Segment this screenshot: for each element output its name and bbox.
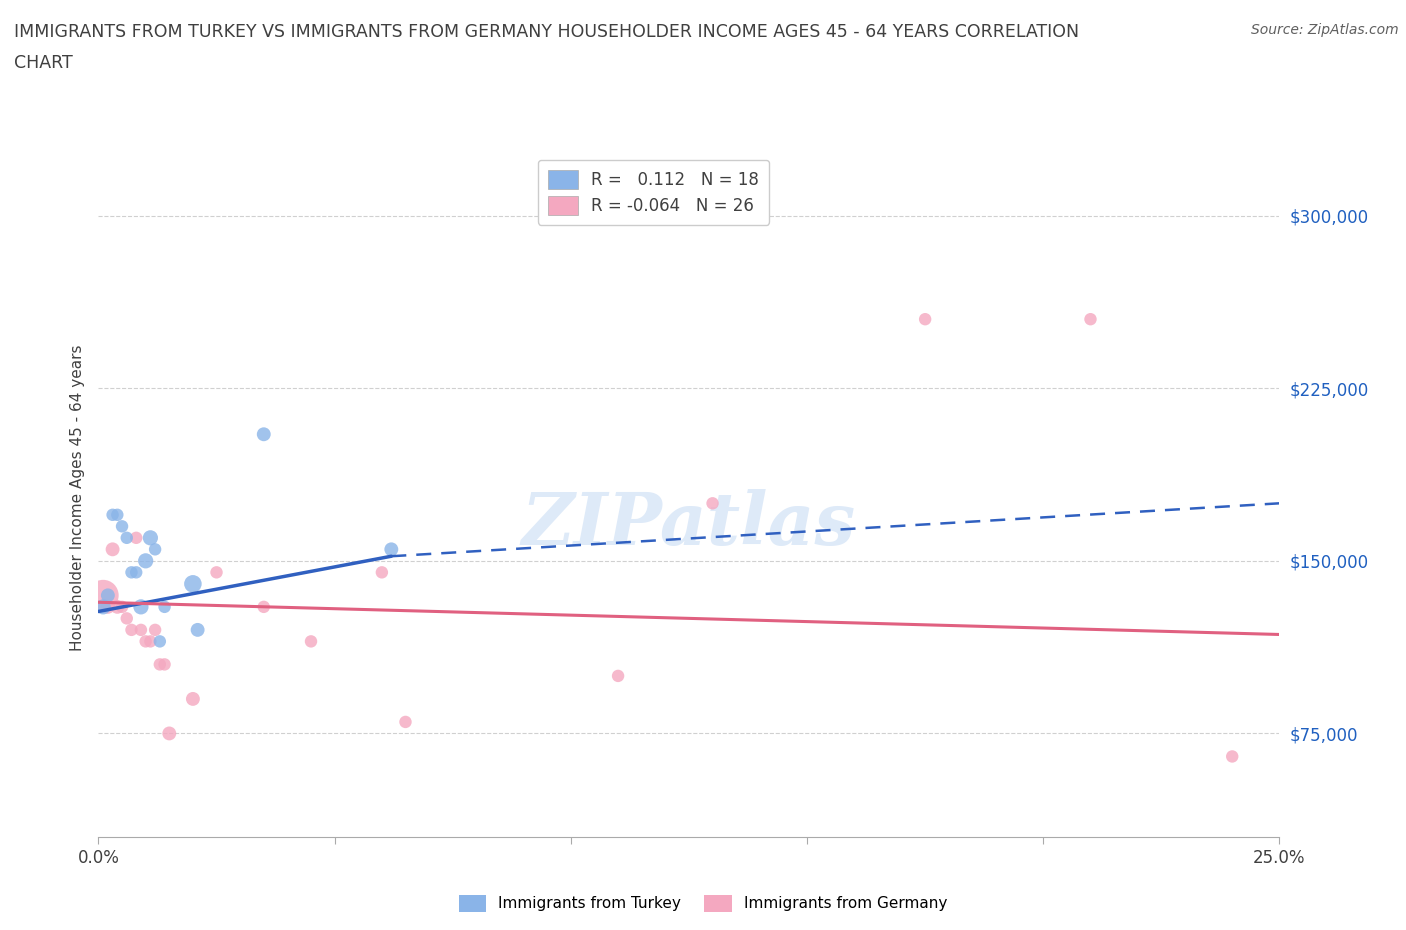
Point [143, 542, 166, 557]
Point [253, 427, 276, 442]
Point [111, 519, 134, 534]
Point [125, 530, 148, 545]
Point [181, 577, 204, 591]
Point [371, 565, 394, 579]
Text: Source: ZipAtlas.com: Source: ZipAtlas.com [1251, 23, 1399, 37]
Point [380, 542, 402, 557]
Legend: R =   0.112   N = 18, R = -0.064   N = 26: R = 0.112 N = 18, R = -0.064 N = 26 [538, 160, 769, 225]
Point [139, 530, 162, 545]
Point [135, 634, 157, 649]
Point [149, 634, 172, 649]
Point [607, 669, 630, 684]
Legend: Immigrants from Turkey, Immigrants from Germany: Immigrants from Turkey, Immigrants from … [453, 889, 953, 918]
Point [914, 312, 936, 326]
Point [129, 622, 152, 637]
Point [299, 634, 322, 649]
Point [121, 622, 143, 637]
Text: IMMIGRANTS FROM TURKEY VS IMMIGRANTS FROM GERMANY HOUSEHOLDER INCOME AGES 45 - 6: IMMIGRANTS FROM TURKEY VS IMMIGRANTS FRO… [14, 23, 1080, 41]
Point [143, 622, 166, 637]
Point [139, 634, 162, 649]
Point [153, 657, 176, 671]
Point [121, 565, 143, 579]
Point [101, 508, 124, 523]
Point [1080, 312, 1102, 326]
Point [111, 600, 134, 615]
Text: CHART: CHART [14, 54, 73, 72]
Y-axis label: Householder Income Ages 45 - 64 years: Householder Income Ages 45 - 64 years [69, 344, 84, 651]
Point [1220, 749, 1243, 764]
Point [97, 588, 120, 603]
Point [125, 565, 148, 579]
Point [187, 622, 209, 637]
Point [253, 600, 276, 615]
Text: ZIPatlas: ZIPatlas [522, 489, 856, 560]
Point [181, 692, 204, 707]
Point [91, 600, 114, 615]
Point [135, 553, 157, 568]
Point [91, 588, 114, 603]
Point [115, 611, 138, 626]
Point [115, 530, 138, 545]
Point [105, 508, 128, 523]
Point [205, 565, 228, 579]
Point [129, 600, 152, 615]
Point [105, 600, 128, 615]
Point [157, 726, 180, 741]
Point [149, 657, 172, 671]
Point [101, 542, 124, 557]
Point [394, 714, 416, 729]
Point [702, 496, 724, 511]
Point [97, 600, 120, 615]
Point [153, 600, 176, 615]
